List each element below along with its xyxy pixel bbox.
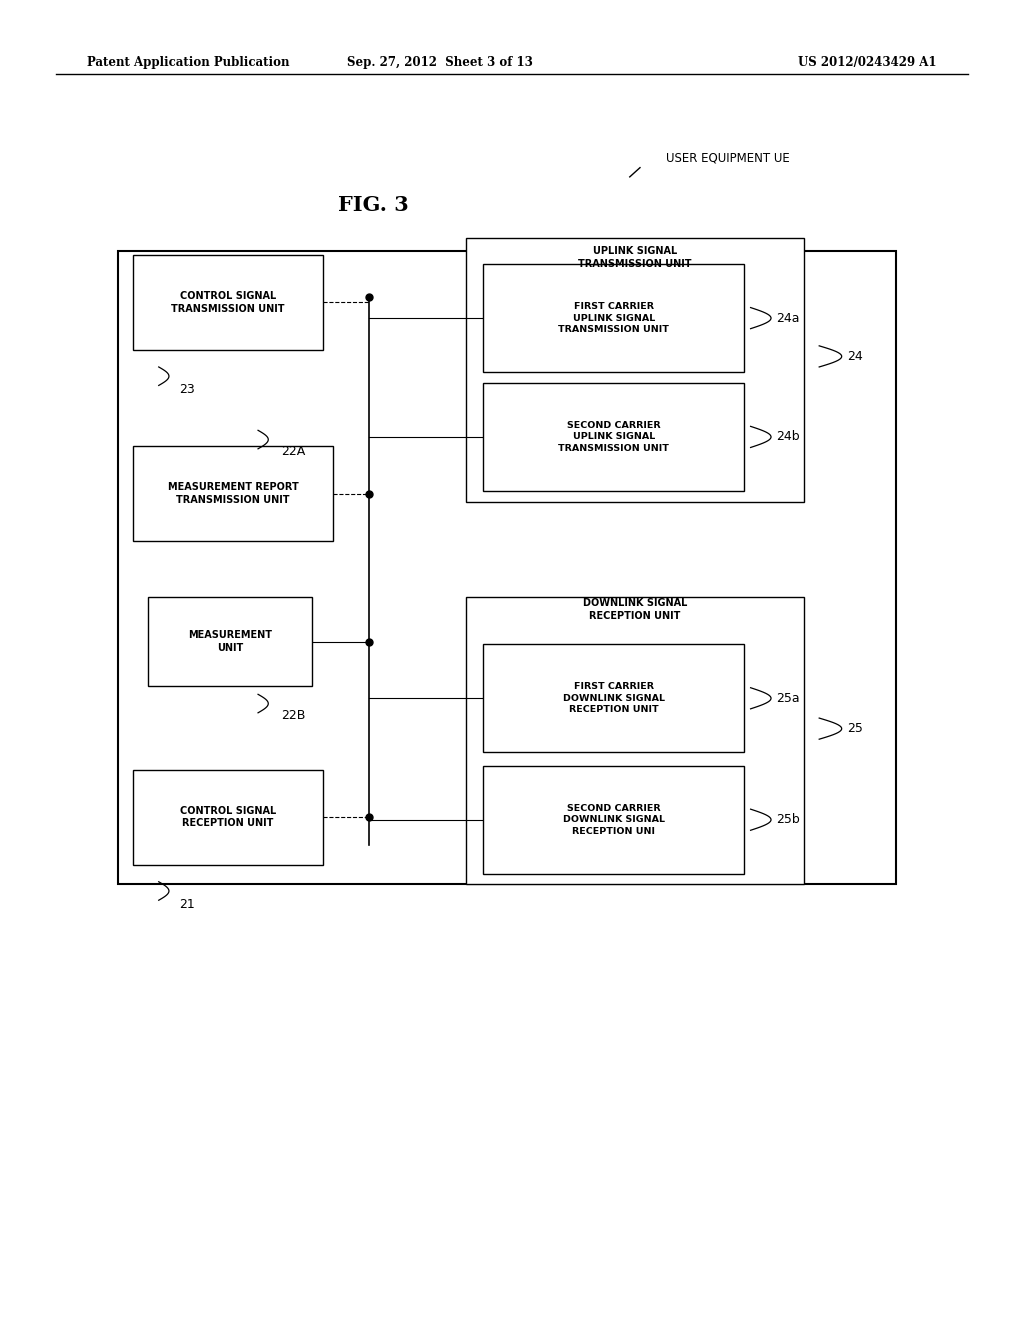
Bar: [148, 597, 312, 686]
Bar: [133, 255, 323, 350]
Bar: [133, 446, 333, 541]
Text: SECOND CARRIER
UPLINK SIGNAL
TRANSMISSION UNIT: SECOND CARRIER UPLINK SIGNAL TRANSMISSIO…: [558, 421, 670, 453]
Bar: [133, 770, 323, 865]
Text: USER EQUIPMENT UE: USER EQUIPMENT UE: [666, 152, 790, 165]
Text: 25a: 25a: [776, 692, 800, 705]
Text: 23: 23: [179, 383, 195, 396]
Text: US 2012/0243429 A1: US 2012/0243429 A1: [799, 55, 937, 69]
Text: Sep. 27, 2012  Sheet 3 of 13: Sep. 27, 2012 Sheet 3 of 13: [347, 55, 534, 69]
Text: MEASUREMENT
UNIT: MEASUREMENT UNIT: [188, 630, 272, 653]
Text: FIRST CARRIER
DOWNLINK SIGNAL
RECEPTION UNIT: FIRST CARRIER DOWNLINK SIGNAL RECEPTION …: [563, 682, 665, 714]
Text: 21: 21: [179, 898, 195, 911]
Text: 22B: 22B: [282, 709, 306, 722]
Text: 24: 24: [847, 350, 862, 363]
Text: UPLINK SIGNAL
TRANSMISSION UNIT: UPLINK SIGNAL TRANSMISSION UNIT: [579, 246, 691, 269]
Text: SECOND CARRIER
DOWNLINK SIGNAL
RECEPTION UNI: SECOND CARRIER DOWNLINK SIGNAL RECEPTION…: [563, 804, 665, 836]
Text: FIRST CARRIER
UPLINK SIGNAL
TRANSMISSION UNIT: FIRST CARRIER UPLINK SIGNAL TRANSMISSION…: [558, 302, 670, 334]
Text: 25b: 25b: [776, 813, 800, 826]
Text: DOWNLINK SIGNAL
RECEPTION UNIT: DOWNLINK SIGNAL RECEPTION UNIT: [583, 598, 687, 622]
Bar: [483, 264, 744, 372]
Text: 24a: 24a: [776, 312, 800, 325]
Text: CONTROL SIGNAL
TRANSMISSION UNIT: CONTROL SIGNAL TRANSMISSION UNIT: [171, 290, 285, 314]
Bar: [483, 766, 744, 874]
Text: 22A: 22A: [282, 445, 306, 458]
Bar: [483, 644, 744, 752]
Text: CONTROL SIGNAL
RECEPTION UNIT: CONTROL SIGNAL RECEPTION UNIT: [180, 805, 275, 829]
Text: 25: 25: [847, 722, 863, 735]
Bar: [118, 251, 896, 884]
Text: MEASUREMENT REPORT
TRANSMISSION UNIT: MEASUREMENT REPORT TRANSMISSION UNIT: [168, 482, 298, 506]
Text: 24b: 24b: [776, 430, 800, 444]
Bar: [483, 383, 744, 491]
Text: FIG. 3: FIG. 3: [338, 194, 410, 215]
Bar: [466, 597, 804, 884]
Text: Patent Application Publication: Patent Application Publication: [87, 55, 290, 69]
Bar: [466, 238, 804, 502]
